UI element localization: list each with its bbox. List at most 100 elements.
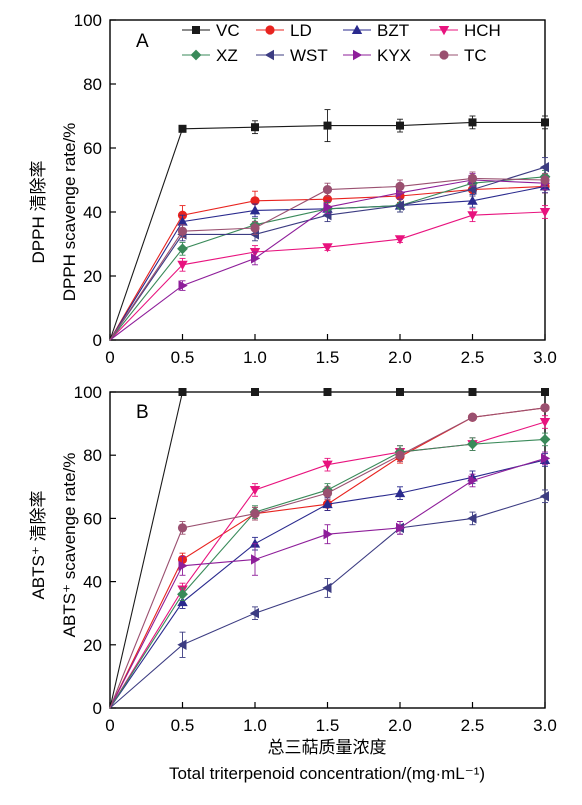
- panel-b-point-vc: [468, 388, 477, 396]
- panel-b-point-wst: [539, 491, 549, 502]
- legend-marker-ld: [265, 25, 275, 35]
- legend-item-kyx: KYX: [343, 46, 411, 65]
- panel-b-point-bzt: [394, 487, 406, 498]
- panel-a-point-ld: [322, 194, 333, 204]
- panel-a-series-tc: [109, 171, 550, 341]
- panel-a-point-wst: [539, 162, 549, 173]
- legend-marker-hch: [438, 26, 450, 36]
- panel-b-point-wst: [467, 513, 477, 524]
- panel-b-x-tick-label: 1.0: [243, 716, 267, 735]
- panel-b-point-hch: [322, 460, 333, 470]
- legend-item-xz: XZ: [182, 46, 238, 65]
- panel-b-series-vc: [109, 388, 549, 709]
- panel-b: B ABTS⁺ 清除率 ABTS⁺ scavenge rate/% 0 0.5 1.…: [29, 383, 557, 735]
- x-axis-label-cn: 总三萜质量浓度: [268, 738, 387, 757]
- panel-a-point-ld: [250, 196, 260, 206]
- panel-b-series-tc: [109, 403, 550, 709]
- panel-b-y-tick-label: 100: [74, 383, 102, 402]
- panel-b-y-tick-label: 80: [83, 446, 102, 465]
- panel-b-y-tick-label: 0: [93, 699, 102, 718]
- panel-b-point-kyx: [251, 554, 261, 565]
- panel-b-point-vc: [323, 388, 332, 396]
- panel-a-x-tick-label: 1.5: [316, 348, 340, 367]
- panel-b-point-wst: [177, 639, 187, 650]
- x-axis-label-en: Total triterpenoid concentration/(mg·mL⁻…: [169, 764, 485, 783]
- panel-b-point-hch: [539, 418, 551, 428]
- panel-a-point-wst: [394, 200, 404, 211]
- panel-a-ylabel-en: DPPH scavenge rate/%: [60, 123, 79, 302]
- panel-a-point-hch: [394, 235, 406, 245]
- panel-b-series-ld: [109, 403, 550, 709]
- panel-a-point-bzt: [249, 205, 261, 215]
- legend-item-tc: TC: [430, 46, 487, 65]
- legend-label: XZ: [216, 46, 238, 65]
- legend-label: TC: [464, 46, 487, 65]
- panel-a-series-ld: [109, 179, 550, 341]
- panel-b-series-line-vc: [109, 391, 545, 709]
- panel-a-point-vc: [468, 118, 477, 127]
- panel-b-ylabel-cn: ABTS⁺ 清除率: [29, 490, 48, 599]
- panel-a: A DPPH 清除率 DPPH scavenge rate/% 0 0.5 1.0 1…: [29, 11, 557, 367]
- panel-a-point-tc: [250, 223, 260, 233]
- panel-a-point-vc: [541, 118, 549, 127]
- panel-a-point-vc: [178, 124, 187, 133]
- panel-a-point-hch: [539, 208, 551, 218]
- panel-a-point-kyx: [178, 280, 188, 291]
- legend-marker-tc: [439, 50, 449, 60]
- panel-a-x-tick-label: 3.0: [533, 348, 557, 367]
- panel-a-point-wst: [467, 184, 477, 195]
- panel-b-y-tick-label: 60: [83, 509, 102, 528]
- panel-a-series-line-hch: [109, 211, 546, 341]
- legend-marker-vc: [192, 26, 200, 34]
- legend-label: VC: [216, 21, 240, 40]
- panel-b-series-wst: [109, 489, 549, 709]
- panel-b-point-xz: [467, 438, 478, 450]
- panel-b-x-tick-label: 2.5: [461, 716, 485, 735]
- panel-b-point-wst: [322, 582, 332, 594]
- panel-b-point-xz: [177, 588, 188, 600]
- panel-a-point-tc: [540, 175, 550, 185]
- panel-a-point-vc: [251, 123, 259, 132]
- panel-b-point-bzt: [177, 596, 188, 607]
- panel-b-series-hch: [109, 415, 551, 709]
- panel-a-point-kyx: [323, 202, 333, 213]
- panel-b-point-vc: [178, 388, 187, 396]
- panel-a-x-tick-label: 1.0: [243, 348, 267, 367]
- panel-b-point-bzt: [249, 538, 261, 548]
- legend-label: HCH: [464, 21, 501, 40]
- panel-a-ylabel-cn: DPPH 清除率: [29, 161, 48, 264]
- panel-a-point-bzt: [467, 195, 478, 205]
- legend-item-ld: LD: [256, 21, 312, 40]
- panel-b-point-vc: [396, 388, 404, 396]
- panel-b-point-kyx: [468, 475, 478, 486]
- panel-b-x-tick-label: 2.0: [388, 716, 412, 735]
- panel-b-x-tick-label: 1.5: [316, 716, 340, 735]
- panel-a-point-tc: [467, 173, 478, 183]
- legend-item-bzt: BZT: [343, 21, 409, 40]
- panel-b-y-tick-label: 40: [83, 573, 102, 592]
- panel-a-point-hch: [467, 211, 478, 221]
- panel-a-point-vc: [396, 121, 404, 130]
- panel-a-x-tick-label: 2.5: [461, 348, 485, 367]
- panel-a-point-wst: [322, 210, 332, 221]
- panel-a-point-hch: [177, 260, 188, 270]
- panel-a-point-tc: [177, 226, 188, 236]
- legend-label: BZT: [377, 21, 409, 40]
- panel-a-point-tc: [395, 181, 405, 191]
- panel-b-point-wst: [249, 608, 259, 619]
- panel-b-point-bzt: [322, 498, 333, 509]
- panel-a-y-tick-label: 80: [83, 75, 102, 94]
- legend: VC LD BZT HCH XZ WST KYX TC: [182, 21, 501, 65]
- panel-a-x-tick-label: 0: [105, 348, 114, 367]
- panel-a-y-tick-label: 20: [83, 267, 102, 286]
- panel-a-point-hch: [322, 243, 333, 253]
- panel-b-point-tc: [322, 488, 333, 498]
- panel-b-x-tick-label: 3.0: [533, 716, 557, 735]
- legend-label: KYX: [377, 46, 411, 65]
- panel-a-point-kyx: [251, 253, 261, 264]
- legend-item-hch: HCH: [430, 21, 501, 40]
- panel-a-point-bzt: [177, 216, 188, 226]
- panel-a-point-tc: [322, 185, 333, 195]
- panel-b-point-tc: [540, 403, 550, 413]
